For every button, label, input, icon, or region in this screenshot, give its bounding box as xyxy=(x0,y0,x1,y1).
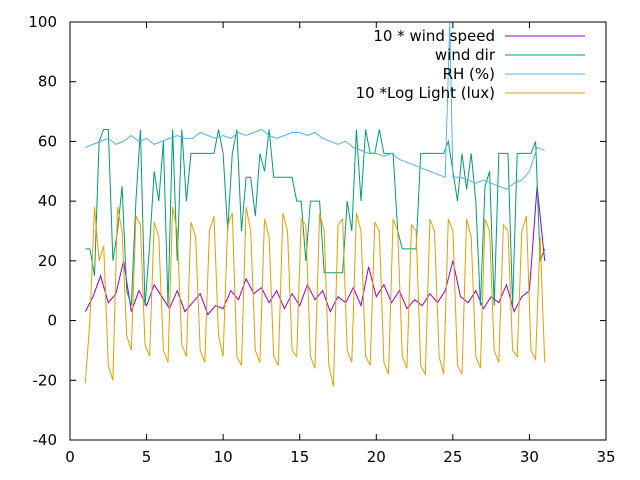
y-tick-label: 40 xyxy=(38,192,57,210)
y-tick-label: 80 xyxy=(38,73,57,91)
x-tick-label: 15 xyxy=(290,448,309,466)
x-tick-label: 20 xyxy=(367,448,386,466)
y-tick-label: 20 xyxy=(38,252,57,270)
y-tick-label: 0 xyxy=(47,312,57,330)
x-tick-label: 5 xyxy=(142,448,152,466)
y-tick-label: 60 xyxy=(38,132,57,150)
x-axis: 0 5 10 15 20 25 30 35 xyxy=(65,22,616,466)
x-tick-label: 30 xyxy=(520,448,539,466)
legend-label-3: 10 *Log Light (lux) xyxy=(356,84,495,102)
series-line-2 xyxy=(85,21,545,190)
x-tick-label: 10 xyxy=(214,448,233,466)
series-line-1 xyxy=(85,129,546,306)
series-line-3 xyxy=(84,207,546,387)
legend-label-1: wind dir xyxy=(435,46,496,64)
y-tick-label: -40 xyxy=(33,431,58,449)
y-tick-label: -20 xyxy=(33,371,58,389)
x-tick-label: 35 xyxy=(596,448,615,466)
x-tick-label: 0 xyxy=(65,448,75,466)
series-line-0 xyxy=(84,186,546,316)
legend-label-2: RH (%) xyxy=(443,65,495,83)
series-lines xyxy=(84,21,546,387)
y-tick-label: 100 xyxy=(28,13,57,31)
plot-frame xyxy=(69,21,607,441)
legend-label-0: 10 * wind speed xyxy=(373,27,495,45)
x-tick-label: 25 xyxy=(443,448,462,466)
y-axis: -40 -20 0 20 40 60 80 100 xyxy=(28,13,606,449)
